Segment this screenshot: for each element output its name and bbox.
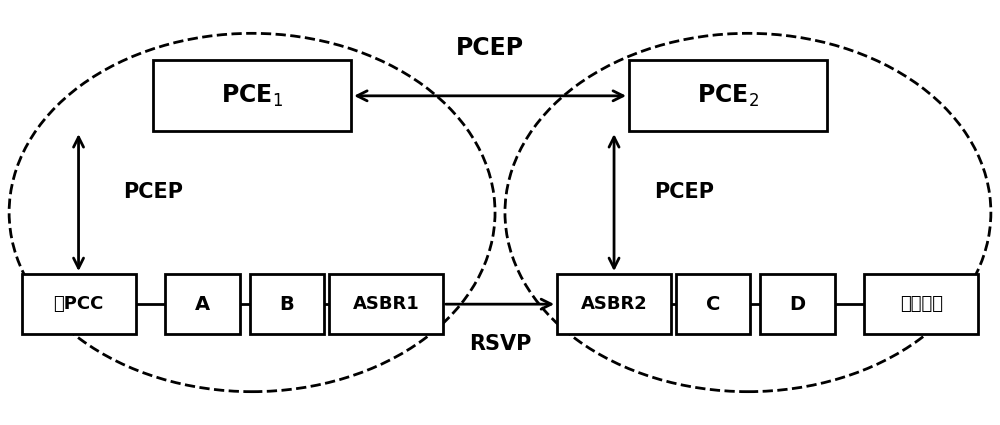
Bar [557, 274, 671, 334]
Text: PCE$_2$: PCE$_2$ [697, 83, 759, 109]
Text: PCEP: PCEP [456, 36, 524, 60]
Text: B: B [279, 295, 294, 314]
Text: 源PCC: 源PCC [53, 295, 104, 313]
Bar [250, 274, 324, 334]
Bar [760, 274, 835, 334]
Text: D: D [789, 295, 806, 314]
Bar [329, 274, 443, 334]
Text: A: A [195, 295, 210, 314]
Text: 目的节点: 目的节点 [900, 295, 943, 313]
Text: ASBR1: ASBR1 [353, 295, 419, 313]
Text: PCEP: PCEP [654, 182, 714, 202]
Bar [22, 274, 136, 334]
Text: PCEP: PCEP [123, 182, 183, 202]
Bar [165, 274, 240, 334]
Text: RSVP: RSVP [469, 334, 531, 354]
Text: C: C [706, 295, 720, 314]
Text: PCE$_1$: PCE$_1$ [221, 83, 283, 109]
Bar [153, 60, 351, 131]
Bar [629, 60, 827, 131]
Bar [676, 274, 750, 334]
Bar [864, 274, 978, 334]
Text: ASBR2: ASBR2 [581, 295, 647, 313]
